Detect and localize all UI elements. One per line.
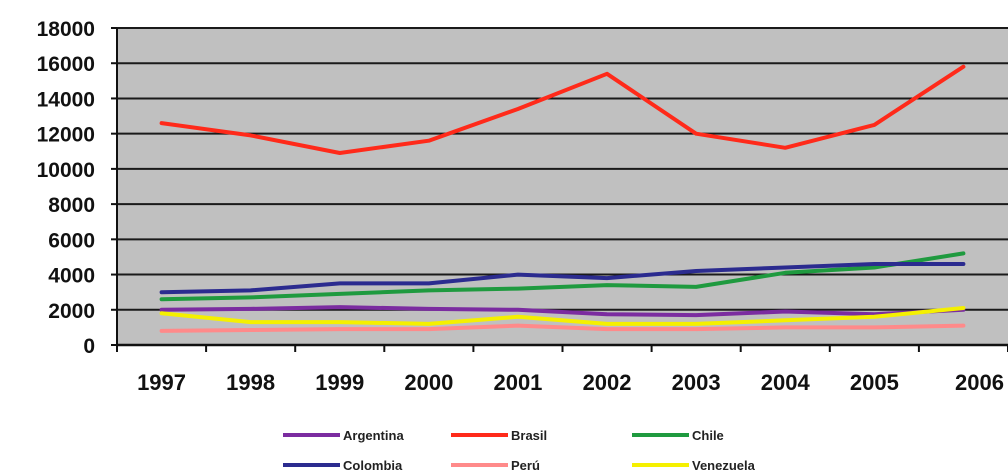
y-tick-label: 16000: [37, 53, 95, 76]
series-line-chile: [159, 251, 966, 302]
legend-item-chile: Chile: [632, 428, 724, 443]
axes: [111, 27, 1008, 352]
legend-item-brasil: Brasil: [451, 428, 547, 443]
legend-item-colombia: Colombia: [283, 458, 403, 473]
legend-label: Argentina: [343, 428, 404, 443]
series-lines: [159, 64, 966, 333]
y-tick-labels: 0 2000 4000 6000 8000 10000 12000 14000 16000 180…: [37, 18, 95, 358]
y-tick-label: 4000: [48, 265, 95, 288]
x-tick-label: 2001: [493, 370, 542, 395]
legend-label: Venezuela: [692, 458, 756, 473]
series-line-colombia: [159, 262, 966, 295]
y-tick-label: 0: [83, 335, 95, 358]
legend-label: Perú: [511, 458, 540, 473]
plot-area: [117, 28, 1008, 345]
series-line-venezuela: [159, 306, 966, 326]
legend-item-venezuela: Venezuela: [632, 458, 756, 473]
legend-label: Chile: [692, 428, 724, 443]
legend: Argentina Brasil Chile Colombia Perú Venezuel…: [283, 428, 756, 473]
legend-label: Brasil: [511, 428, 547, 443]
y-tick-label: 6000: [48, 229, 95, 252]
series-line-perú: [159, 323, 966, 333]
y-tick-label: 8000: [48, 194, 95, 217]
y-tick-label: 12000: [37, 124, 95, 147]
x-tick-label: 2002: [583, 370, 632, 395]
x-tick-label: 2005: [850, 370, 899, 395]
x-tick-label: 1999: [315, 370, 364, 395]
x-tick-label: 2000: [404, 370, 453, 395]
y-tick-label: 2000: [48, 300, 95, 323]
legend-item-argentina: Argentina: [283, 428, 404, 443]
y-tick-label: 10000: [37, 159, 95, 182]
x-tick-label: 1998: [226, 370, 275, 395]
x-tick-label: 1997: [137, 370, 186, 395]
y-tick-label: 18000: [37, 18, 95, 41]
x-tick-label: 2006: [955, 370, 1004, 395]
x-tick-label: 2004: [761, 370, 811, 395]
x-tick-label: 2003: [672, 370, 721, 395]
series-line-argentina: [159, 305, 966, 318]
plot-background: [117, 28, 1008, 345]
x-tick-labels: 1997 1998 1999 2000 2001 2002 2003 2004 2005 2006: [137, 370, 1004, 395]
legend-label: Colombia: [343, 458, 403, 473]
series-line-brasil: [159, 64, 966, 155]
y-tick-label: 14000: [37, 88, 95, 111]
legend-item-perú: Perú: [451, 458, 540, 473]
